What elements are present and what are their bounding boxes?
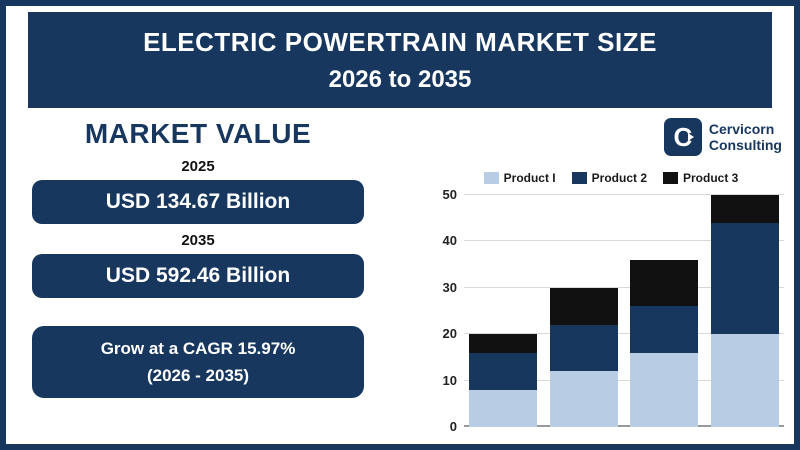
brand-logo: C Cervicorn Consulting [663,118,782,156]
legend-item: Product 2 [571,170,647,185]
bar-segment-product-2 [630,306,699,353]
y-tick-label: 10 [442,372,457,388]
legend-item: Product 3 [663,170,738,185]
title-line-2: 2026 to 2035 [328,65,472,93]
bar-segment-product-i [710,334,779,427]
y-tick-label: 0 [449,419,457,434]
chart-gridlines [464,194,784,427]
cagr-line-1: Grow at a CAGR 15.97% [100,339,296,358]
y-tick-label: 40 [442,233,457,249]
cervicorn-logo-icon: C [663,118,702,156]
market-size-chart: Product I Product 2 Product 3 0 10 20 30 40 50 [438,170,784,436]
bar-segment-product-2 [469,352,538,390]
chart-plot-outer: 0 10 20 30 40 50 [438,187,784,434]
bar-segment-product-3 [710,195,779,223]
gridline [464,425,784,427]
gridline [464,286,784,288]
legend-label: Product I [503,170,556,185]
cagr-line-2: (2026 - 2035) [146,366,250,386]
legend-swatch [571,171,587,184]
legend-item: Product I [483,170,556,185]
logo-arrow-icon [687,133,694,141]
y-tick-label: 30 [442,279,457,295]
legend-swatch [663,171,678,184]
chart-bars [469,195,779,427]
title-line-1: ELECTRIC POWERTRAIN MARKET SIZE [143,26,657,57]
bar-segment-product-i [469,389,538,427]
y-tick-label: 20 [442,326,457,342]
stacked-bar [630,195,699,427]
bar-segment-product-i [630,352,699,427]
chart-legend: Product I Product 2 Product 3 [438,170,784,185]
bar-segment-product-3 [549,287,618,325]
gridline [464,333,784,335]
logo-letter: C [673,122,693,152]
year-label-2025: 2025 [181,158,215,175]
brand-name-line-2: Consulting [708,137,782,153]
gridline [464,379,784,381]
market-value-panel: MARKET VALUE 2025 USD 134.67 Billion 203… [32,118,364,399]
legend-label: Product 3 [683,170,739,185]
bar-segment-product-3 [469,334,538,353]
bar-segment-product-3 [630,259,699,307]
legend-swatch [483,171,499,184]
gridline [464,240,784,242]
brand-name-line-1: Cervicorn [708,120,775,137]
bar-segment-product-i [549,371,618,427]
y-tick-label: 50 [442,187,457,202]
chart-y-axis: 0 10 20 30 40 50 [438,187,464,434]
market-value-2025-pill: USD 134.67 Billion [32,180,364,224]
market-value-heading: MARKET VALUE [84,118,312,149]
chart-plot [464,194,784,427]
stacked-bar [469,195,538,427]
title-banner: ELECTRIC POWERTRAIN MARKET SIZE 2026 to … [28,12,772,108]
stacked-bar [710,195,779,427]
legend-label: Product 2 [591,170,647,185]
market-value-2035-pill: USD 592.46 Billion [32,254,364,298]
stacked-bar [549,195,618,427]
gridline [464,194,784,195]
bar-segment-product-2 [710,222,779,335]
brand-name: Cervicorn Consulting [709,121,782,153]
bar-segment-product-2 [549,324,618,372]
year-label-2035: 2035 [181,232,215,249]
cagr-pill: Grow at a CAGR 15.97% (2026 - 2035) [32,326,364,399]
